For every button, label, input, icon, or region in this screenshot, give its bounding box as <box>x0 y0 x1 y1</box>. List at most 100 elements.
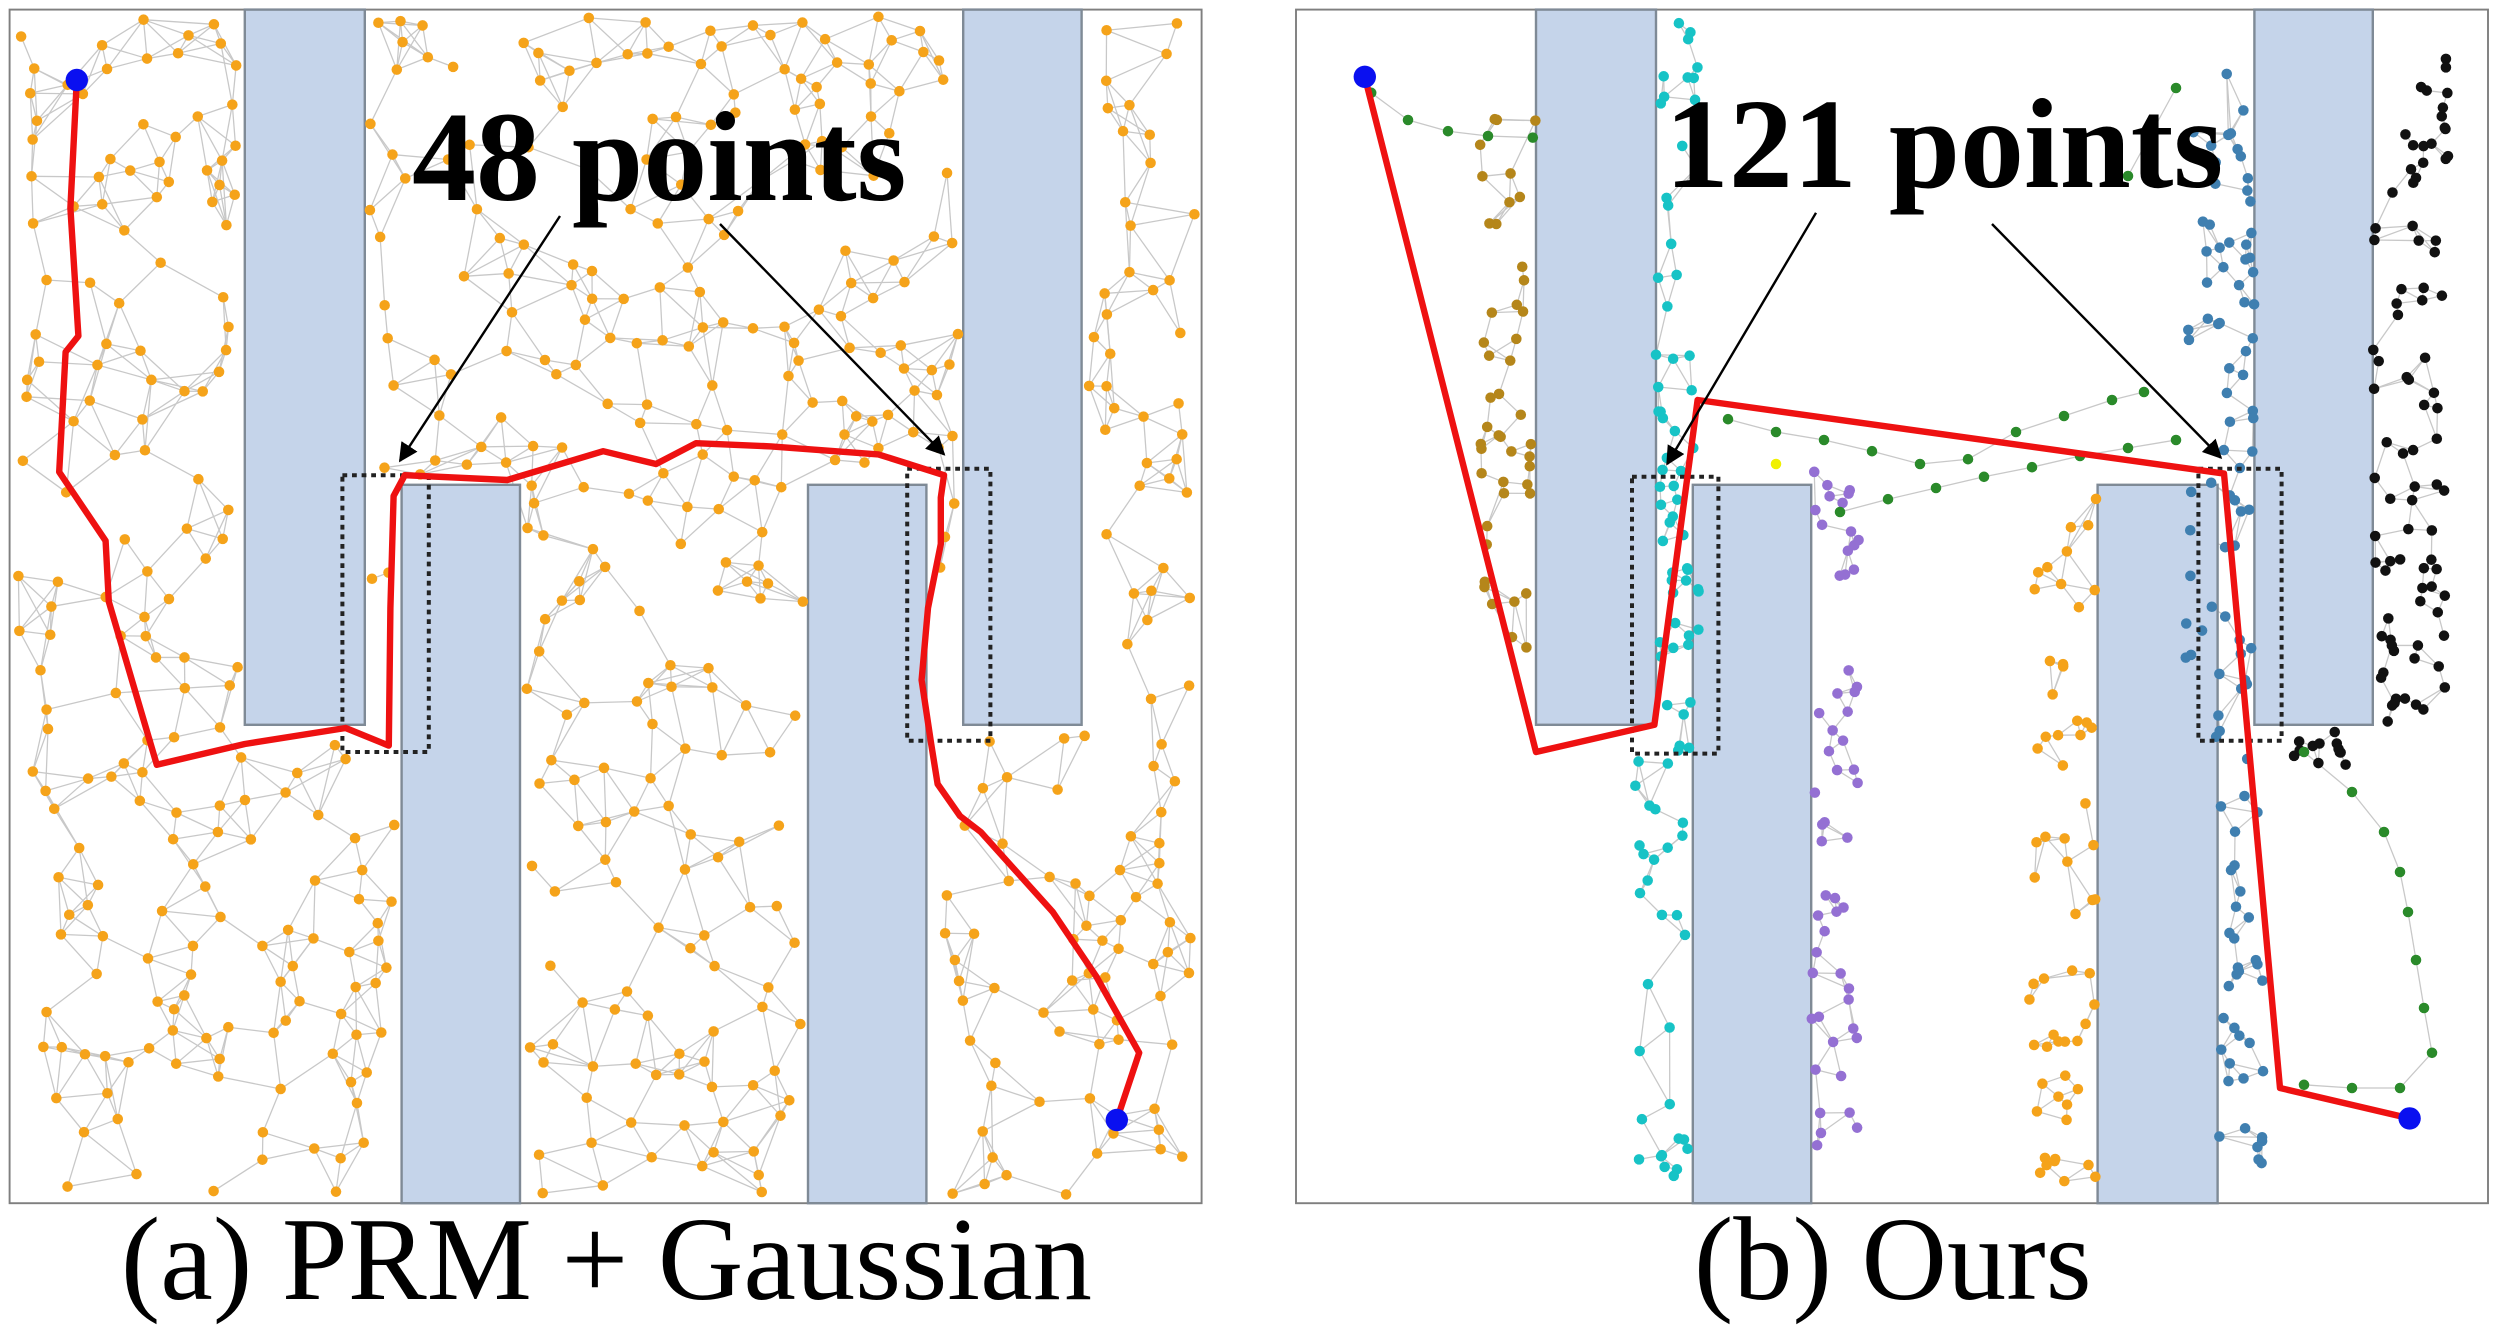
roadmap-node <box>762 578 774 589</box>
roadmap-node <box>2329 726 2340 738</box>
roadmap-node <box>884 128 895 139</box>
roadmap-edge <box>369 123 406 179</box>
roadmap-edge <box>604 811 635 861</box>
roadmap-edge <box>962 933 975 1001</box>
roadmap-node <box>977 782 989 794</box>
roadmap-node <box>2204 219 2216 230</box>
roadmap-node <box>2407 220 2418 232</box>
roadmap-node <box>1124 99 1135 111</box>
roadmap-node <box>134 795 146 807</box>
roadmap-node <box>653 922 664 933</box>
roadmap-node <box>865 111 877 122</box>
roadmap-node <box>747 20 759 31</box>
roadmap-edge <box>221 160 236 195</box>
roadmap-node <box>1162 946 1174 958</box>
roadmap-edge <box>1158 812 1162 864</box>
roadmap-edge <box>183 995 207 1039</box>
roadmap-node <box>564 65 575 76</box>
roadmap-node <box>997 838 1008 849</box>
roadmap-edge <box>1156 883 1171 923</box>
roadmap-node <box>257 940 268 952</box>
roadmap-edge <box>217 831 252 840</box>
roadmap-edge <box>2303 1084 2353 1089</box>
roadmap-edge <box>115 687 185 694</box>
roadmap-node <box>471 204 483 215</box>
roadmap-node <box>2248 299 2260 310</box>
roadmap-node <box>1125 220 1136 231</box>
roadmap-edge <box>588 17 629 55</box>
roadmap-node <box>1146 585 1157 597</box>
roadmap-node <box>2346 1082 2358 1094</box>
roadmap-node <box>708 1147 719 1158</box>
roadmap-node <box>795 73 807 84</box>
roadmap-edge <box>177 23 215 54</box>
roadmap-node <box>946 237 958 249</box>
roadmap-edge <box>466 461 507 466</box>
roadmap-edge <box>123 229 162 264</box>
roadmap-node <box>526 480 537 491</box>
roadmap-edge <box>2226 73 2229 135</box>
roadmap-node <box>1633 1154 1645 1165</box>
roadmap-edge <box>633 810 691 835</box>
roadmap-edge <box>78 847 89 906</box>
roadmap-edge <box>900 344 933 371</box>
roadmap-edge <box>868 64 872 117</box>
roadmap-edge <box>900 333 959 347</box>
roadmap-edge <box>690 833 719 858</box>
roadmap-edge <box>206 170 228 226</box>
roadmap-node <box>1644 800 1655 811</box>
roadmap-edge <box>686 454 704 508</box>
roadmap-edge <box>105 343 152 381</box>
roadmap-edge <box>29 93 34 140</box>
roadmap-node <box>33 356 45 368</box>
roadmap-edge <box>39 361 98 366</box>
roadmap-edge <box>1106 533 1164 569</box>
roadmap-edge <box>1813 471 1816 511</box>
roadmap-node <box>1656 1149 1668 1161</box>
roadmap-edge <box>626 991 649 1017</box>
roadmap-node <box>640 17 651 28</box>
roadmap-edge <box>526 651 540 690</box>
roadmap-node <box>1684 350 1695 361</box>
roadmap-node <box>941 890 953 901</box>
roadmap-edge <box>2351 791 2385 833</box>
roadmap-edge <box>272 981 282 1033</box>
roadmap-edge <box>690 833 740 843</box>
roadmap-node <box>1678 1134 1690 1145</box>
roadmap-node <box>2224 363 2235 374</box>
roadmap-edge <box>1104 386 1108 430</box>
roadmap-edge <box>1160 744 1176 782</box>
roadmap-edge <box>1983 466 2033 478</box>
roadmap-edge <box>657 869 686 928</box>
roadmap-edge <box>623 286 661 300</box>
roadmap-node <box>2089 999 2100 1010</box>
roadmap-edge <box>379 178 406 238</box>
roadmap-edge <box>46 1011 86 1055</box>
roadmap-node <box>721 424 733 436</box>
roadmap-edge <box>1133 592 1190 599</box>
roadmap-node <box>2410 954 2422 966</box>
roadmap-node <box>27 134 38 145</box>
roadmap-node <box>957 995 969 1006</box>
roadmap-node <box>1088 331 1100 343</box>
roadmap-node <box>1517 306 1529 317</box>
roadmap-node <box>2122 442 2134 454</box>
roadmap-edge <box>505 446 563 464</box>
roadmap-edge <box>1657 243 1672 278</box>
roadmap-node <box>1189 208 1200 220</box>
roadmap-edge <box>231 65 237 105</box>
roadmap-node <box>500 457 512 468</box>
roadmap-edge <box>87 904 104 937</box>
roadmap-node <box>1101 309 1113 320</box>
roadmap-node <box>1683 742 1695 754</box>
roadmap-edge <box>240 756 286 793</box>
roadmap-edge <box>348 922 379 953</box>
roadmap-edge <box>670 664 713 688</box>
roadmap-edge <box>143 19 179 54</box>
roadmap-edge <box>843 434 866 463</box>
roadmap-node <box>1138 411 1149 422</box>
roadmap-edge <box>219 726 242 758</box>
roadmap-edge <box>393 359 435 386</box>
roadmap-edge <box>393 373 452 387</box>
roadmap-edge <box>1814 1069 1821 1114</box>
